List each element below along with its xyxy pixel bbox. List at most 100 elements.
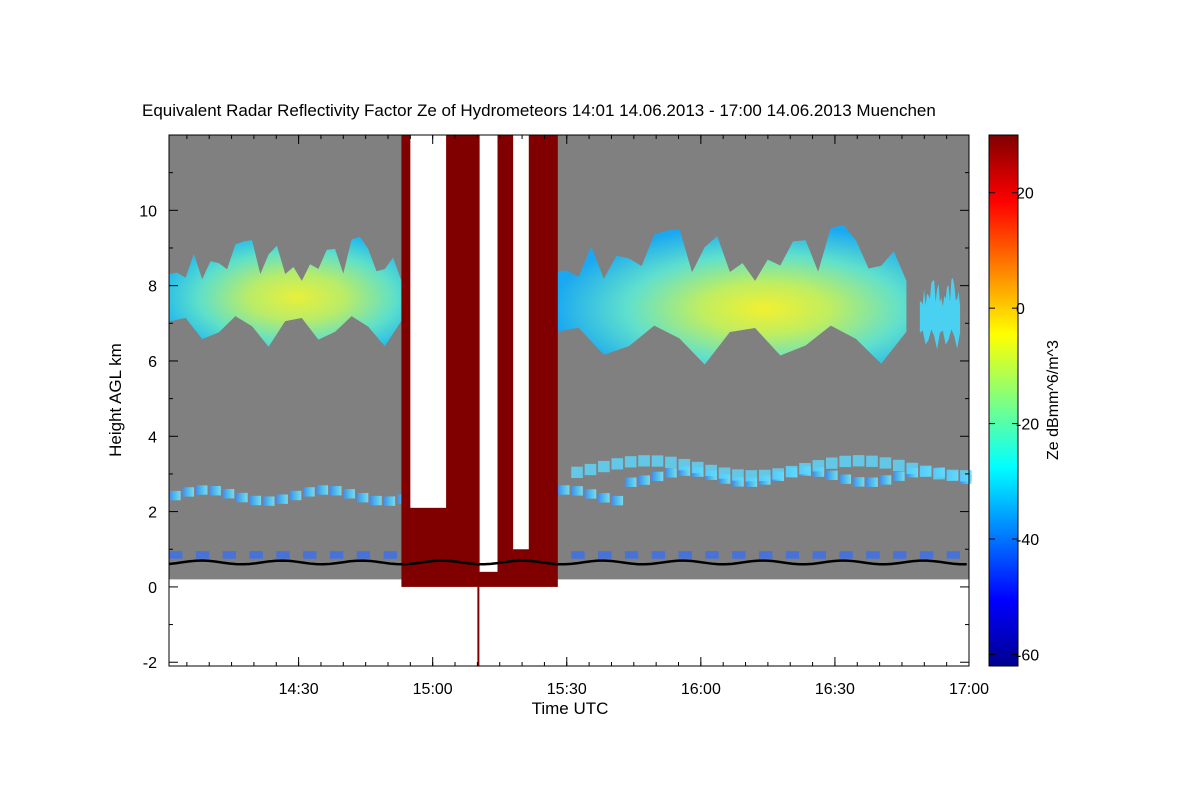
mid-layer-segment [584, 489, 597, 499]
low-layer-segment [919, 551, 934, 559]
chart-title: Equivalent Radar Reflectivity Factor Ze … [142, 101, 936, 120]
mid-layer-segment [182, 487, 195, 497]
mid-layer-upper-segment [638, 455, 650, 467]
low-layer-segment [624, 551, 639, 559]
mid-layer-upper-segment [705, 464, 717, 477]
mid-layer-segment [893, 471, 905, 481]
y-tick-label: 10 [139, 203, 157, 220]
low-layer-segment [812, 551, 826, 559]
low-layer-segment [758, 551, 773, 559]
mid-layer-segment [195, 485, 208, 495]
low-layer-segment [222, 551, 237, 559]
mid-layer-segment [852, 477, 865, 487]
x-tick-label: 16:30 [815, 681, 855, 698]
mid-layer-segment [611, 495, 624, 506]
mid-layer-segment [329, 486, 342, 496]
mid-layer-segment [866, 477, 878, 487]
mid-layer-segment [249, 495, 262, 506]
mid-layer-upper-segment [691, 461, 704, 474]
mid-layer-segment [879, 475, 892, 485]
mid-layer-segment [624, 477, 637, 487]
mid-layer-segment [356, 492, 369, 503]
mid-layer-upper-segment [665, 456, 677, 468]
mid-layer-upper-segment [718, 467, 731, 479]
mid-layer-upper-segment [799, 463, 811, 475]
mid-layer-upper-segment [906, 462, 919, 475]
mid-layer-segment [276, 494, 288, 504]
mid-layer-upper-segment [745, 470, 758, 482]
mid-layer-segment [209, 486, 221, 496]
mid-layer-upper-segment [624, 456, 637, 468]
mid-layer-upper-segment [584, 463, 597, 476]
cloud-a [169, 236, 402, 347]
mid-layer-segment [236, 492, 248, 503]
y-tick-label: 6 [148, 354, 157, 371]
low-layer-segment [195, 551, 210, 559]
colorbar-tick-label: -60 [1016, 647, 1039, 664]
no-signal-background [169, 135, 969, 580]
mid-layer-upper-segment [611, 458, 624, 470]
low-layer-segment [169, 551, 183, 559]
mid-layer-segment [303, 487, 315, 497]
mid-layer-upper-segment [772, 468, 784, 480]
mid-layer-upper-segment [933, 468, 945, 480]
mid-layer-segment [383, 496, 396, 506]
saturated-gap-1 [410, 135, 447, 508]
low-layer-segment [946, 551, 961, 559]
mid-layer-upper-segment [571, 466, 583, 478]
y-axis-label: Height AGL km [106, 343, 125, 457]
mid-layer-segment [571, 486, 583, 496]
colorbar-tick-label: 0 [1016, 301, 1025, 318]
mid-layer-segment [745, 477, 758, 487]
mid-layer-upper-segment [651, 455, 664, 467]
mid-layer-segment [289, 490, 302, 501]
mid-layer-segment [678, 466, 691, 476]
colorbar-label: Ze dBmm^6/m^3 [1045, 340, 1062, 460]
saturated-gap-3 [513, 135, 529, 550]
low-layer-segment [732, 551, 746, 559]
y-tick-label: 2 [148, 505, 157, 522]
low-layer-segment [276, 551, 290, 559]
mid-layer-upper-segment [893, 459, 905, 472]
mid-layer-segment [665, 468, 677, 478]
colorbar-tick-label: 20 [1016, 186, 1034, 203]
low-layer-segment [866, 551, 880, 559]
mid-layer-segment [169, 490, 181, 501]
y-tick-label: 4 [148, 429, 157, 446]
low-layer-segment [893, 551, 907, 559]
mid-layer-segment [812, 467, 825, 477]
mid-layer-upper-segment [812, 460, 825, 472]
mid-layer-upper-segment [866, 455, 878, 467]
saturated-gap-2 [479, 135, 498, 572]
mid-layer-segment [370, 495, 382, 506]
mid-layer-segment [262, 496, 275, 506]
x-tick-label: 15:00 [413, 681, 453, 698]
cloud-b [553, 224, 907, 365]
x-tick-label: 15:30 [547, 681, 587, 698]
mid-layer-segment [557, 485, 570, 495]
colorbar: 20 0 -20 -40 -60 [988, 134, 1039, 667]
low-layer-segment [303, 551, 317, 559]
plot-area: 14:30 15:00 15:30 16:00 16:30 17:00 -2 0 2 4 6 8 10 [139, 134, 989, 698]
mid-layer-upper-segment [598, 460, 610, 473]
mid-layer-upper-segment [839, 455, 852, 468]
cloud-c [919, 278, 961, 350]
x-tick-label: 16:00 [681, 681, 721, 698]
boundary-layer-line [168, 559, 967, 566]
y-tick-label: 8 [148, 279, 157, 296]
low-layer-segment [651, 551, 666, 559]
low-layer-segment [383, 551, 397, 559]
colorbar-tick-label: -40 [1016, 532, 1039, 549]
mid-layer-upper-segment [758, 469, 771, 482]
mid-layer-upper-segment [960, 470, 972, 482]
x-tick-label: 17:00 [949, 681, 989, 698]
mid-layer-upper-segment [732, 469, 744, 481]
mid-layer-upper-segment [785, 465, 798, 478]
mid-layer-segment [825, 470, 838, 481]
low-layer-segment [356, 551, 371, 559]
y-tick-label: -2 [143, 655, 157, 672]
low-layer-segment [705, 551, 719, 559]
mid-layer-upper-segment [919, 465, 932, 477]
mid-layer-upper-segment [678, 458, 691, 471]
